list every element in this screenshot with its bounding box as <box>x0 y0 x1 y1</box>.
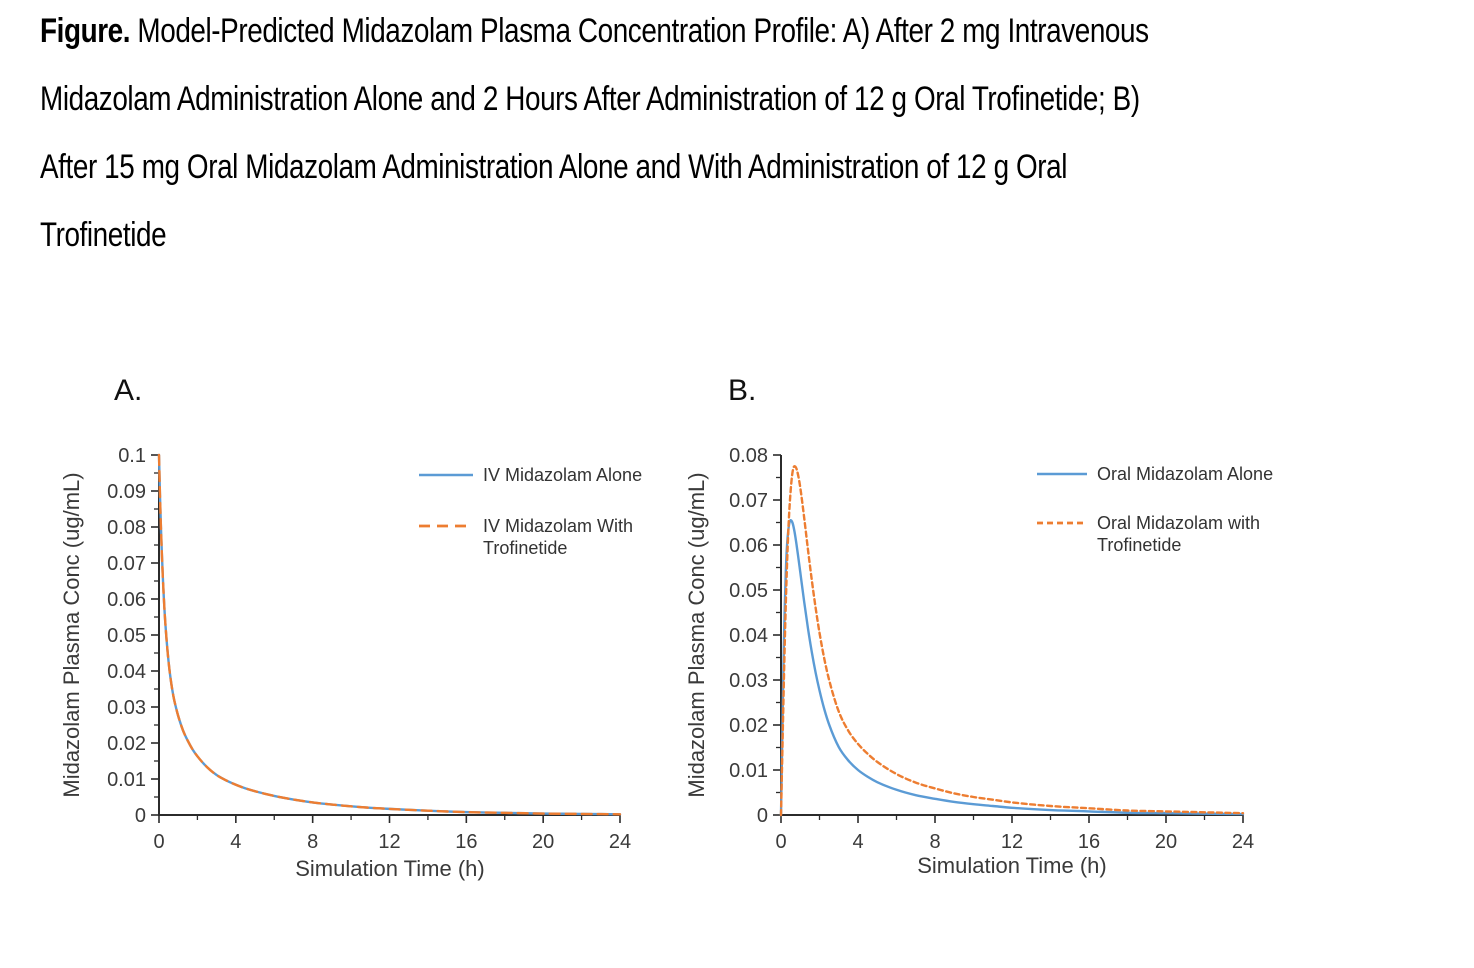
panel-a-label: A. <box>114 374 143 407</box>
chart-A-x-tick-label: 24 <box>609 831 631 853</box>
chart-A-y-tick-label: 0.08 <box>107 517 146 539</box>
chart-B-y-tick-label: 0.05 <box>729 580 768 602</box>
chart-B-x-tick-label: 0 <box>775 831 786 853</box>
chart-a-legend-item-iv-with-trofinetide: IV Midazolam With Trofinetide <box>418 515 633 559</box>
legend-label-line: Oral Midazolam with <box>1097 513 1261 533</box>
chart-B-y-tick-label: 0 <box>757 805 768 827</box>
legend-label: Oral Midazolam Alone <box>1097 463 1273 485</box>
legend-label: IV Midazolam With Trofinetide <box>483 515 633 559</box>
chart-A-y-tick-label: 0.02 <box>107 733 146 755</box>
chart-A-y-tick-label: 0.07 <box>107 553 146 575</box>
legend-label-line: Oral Midazolam Alone <box>1097 464 1274 484</box>
chart-b-x-axis-title: Simulation Time (h) <box>917 853 1107 878</box>
chart-A-x-tick-label: 8 <box>307 831 318 853</box>
legend-label-line: Trofinetide <box>483 538 568 558</box>
chart-a-y-axis-title: Midazolam Plasma Conc (ug/mL) <box>59 472 84 798</box>
legend-label: IV Midazolam Alone <box>483 464 642 486</box>
chart-A-series-iv-midazolam-alone <box>157 453 622 816</box>
legend-label-line: IV Midazolam Alone <box>483 465 643 485</box>
chart-b-legend-item-oral-with-trofinetide: Oral Midazolam with Trofinetide <box>1036 512 1260 556</box>
chart-A-x-tick-label: 12 <box>378 831 400 853</box>
chart-a-legend-item-iv-alone: IV Midazolam Alone <box>418 464 642 486</box>
chart-a-x-axis-title: Simulation Time (h) <box>295 856 485 881</box>
chart-A-x-tick-label: 4 <box>230 831 241 853</box>
chart-B-y-tick-label: 0.03 <box>729 670 768 692</box>
chart-A-y-tick-label: 0.09 <box>107 481 146 503</box>
legend-label-line: IV Midazolam With <box>483 516 634 536</box>
chart-A-y-tick-label: 0.01 <box>107 769 146 791</box>
chart-b-y-axis-title: Midazolam Plasma Conc (ug/mL) <box>684 472 709 798</box>
chart-A-y-tick-label: 0.05 <box>107 625 146 647</box>
chart-B-y-tick-label: 0.02 <box>729 715 768 737</box>
chart-A-y-tick-label: 0.04 <box>107 661 146 683</box>
chart-A-x-tick-label: 16 <box>455 831 477 853</box>
chart-A-x-tick-label: 20 <box>532 831 554 853</box>
chart-A-y-tick-label: 0.06 <box>107 589 146 611</box>
caption-line-1: Figure. Model-Predicted Midazolam Plasma… <box>40 6 1149 74</box>
chart-B-x-tick-label: 8 <box>929 831 940 853</box>
chart-B-y-tick-label: 0.04 <box>729 625 768 647</box>
chart-B-x-tick-label: 4 <box>852 831 863 853</box>
panel-b-label: B. <box>728 374 757 407</box>
chart-B-x-tick-label: 16 <box>1078 831 1100 853</box>
caption-line-4: Trofinetide <box>40 216 167 254</box>
chart-B-x-tick-label: 24 <box>1232 831 1254 853</box>
chart-B-x-tick-label: 12 <box>1001 831 1023 853</box>
chart-A-x-tick-label: 0 <box>153 831 164 853</box>
dashed-line-swatch <box>419 524 473 528</box>
chart-A-y-tick-label: 0.1 <box>118 445 146 467</box>
chart-A-y-tick-label: 0.03 <box>107 697 146 719</box>
chart-B-y-tick-label: 0.01 <box>729 760 768 782</box>
chart-B-y-tick-label: 0.08 <box>729 445 768 467</box>
solid-line-swatch <box>419 473 473 477</box>
chart-B-series-oral-midazolam-alone <box>779 519 1245 817</box>
figure-label: Figure. <box>40 12 131 50</box>
chart-B-x-tick-label: 20 <box>1155 831 1177 853</box>
caption-line-2: Midazolam Administration Alone and 2 Hou… <box>40 80 1140 118</box>
chart-b-legend-item-oral-alone: Oral Midazolam Alone <box>1036 463 1273 485</box>
chart-A-series-iv-midazolam-with-trofinetide <box>157 453 622 816</box>
chart-B-y-tick-label: 0.07 <box>729 490 768 512</box>
caption-line-1-text: Model-Predicted Midazolam Plasma Concent… <box>130 12 1149 50</box>
dashed-line-swatch <box>1037 521 1087 525</box>
figure-caption: Figure. Model-Predicted Midazolam Plasma… <box>40 6 1392 278</box>
solid-line-swatch <box>1037 472 1087 476</box>
legend-label-line: Trofinetide <box>1097 535 1182 555</box>
caption-line-3: After 15 mg Oral Midazolam Administratio… <box>40 148 1068 186</box>
chart-B-y-tick-label: 0.06 <box>729 535 768 557</box>
legend-label: Oral Midazolam with Trofinetide <box>1097 512 1260 556</box>
chart-B-series-oral-midazolam-with-trofinetide <box>779 465 1245 817</box>
chart-A-y-tick-label: 0 <box>135 805 146 827</box>
